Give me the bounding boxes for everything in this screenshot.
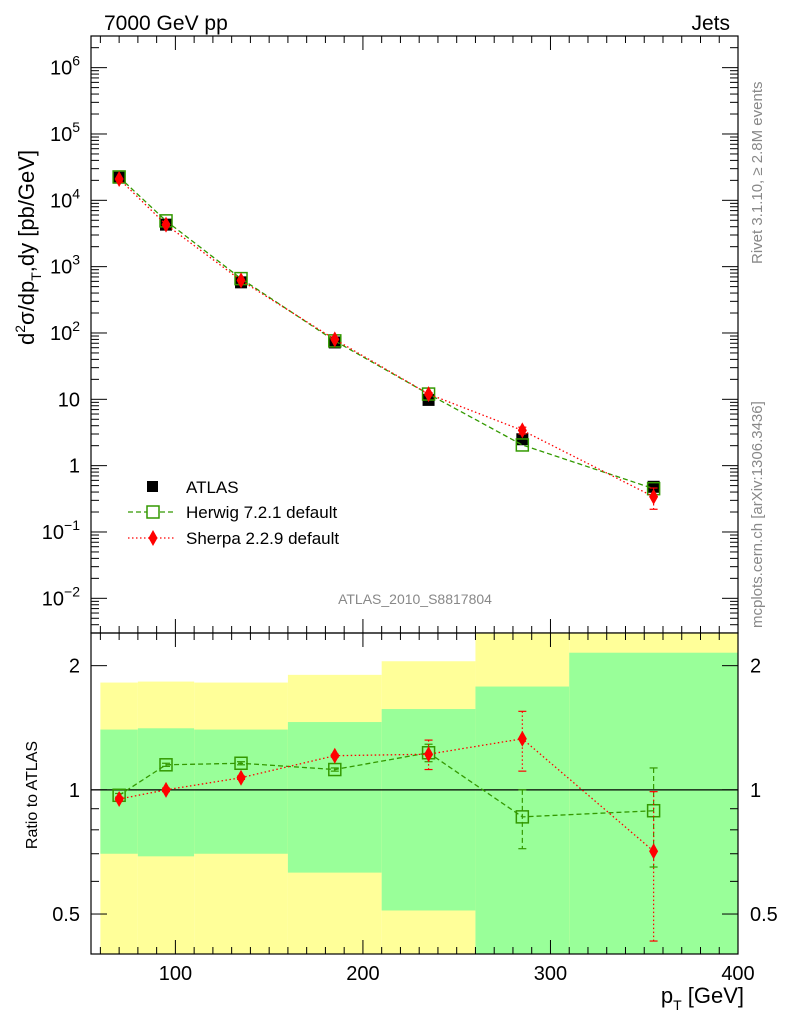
data-point-sherpa (424, 746, 434, 763)
ratio-x-tick-labels: 100 200 300 400 (159, 963, 755, 985)
data-point-sherpa (424, 386, 434, 403)
data-point-sherpa (330, 747, 340, 764)
data-point-sherpa (161, 216, 171, 233)
main-y-tick-label: 105 (50, 119, 80, 146)
data-point-sherpa (236, 769, 246, 786)
data-point-sherpa (114, 170, 124, 187)
ratio-y-axis-title: Ratio to ATLAS (24, 741, 41, 849)
data-point-sherpa (236, 272, 246, 289)
legend: ATLAS Herwig 7.2.1 default Sherpa 2.2.9 … (128, 478, 339, 548)
legend-atlas-marker (147, 481, 158, 492)
ratio-y-tick-label: 2 (69, 656, 80, 678)
mcplots-label: mcplots.cern.ch [arXiv:1306.3436] (749, 401, 766, 628)
main-y-tick-label: 103 (50, 252, 80, 279)
ratio-uncertainty-bands (100, 633, 738, 954)
legend-sherpa-label: Sherpa 2.2.9 default (186, 529, 339, 548)
ratio-y-tick-label: 0.5 (52, 904, 80, 926)
legend-atlas-label: ATLAS (186, 478, 239, 497)
legend-entry-sherpa: Sherpa 2.2.9 default (128, 529, 339, 548)
observable-label: Jets (691, 12, 730, 35)
x-axis-title: pT [GeV] (661, 983, 744, 1013)
data-point-atlas (647, 480, 660, 493)
data-point-sherpa (161, 781, 171, 798)
data-point-sherpa (517, 422, 527, 439)
ratio-plot-marks (112, 710, 661, 942)
main-y-axis-title: d2σ/dpT,dy [pb/GeV] (12, 150, 44, 345)
x-tick-label: 200 (346, 963, 379, 985)
x-tick-label: 400 (721, 963, 754, 985)
inner-uncertainty-band (475, 686, 570, 954)
main-y-tick-label: 102 (50, 318, 80, 345)
ratio-y-tick-label-right: 2 (750, 656, 761, 678)
main-y-tick-label: 10−1 (42, 517, 80, 544)
main-y-tick-label: 104 (50, 185, 80, 212)
data-point-herwig (234, 756, 248, 771)
x-tick-label: 100 (159, 963, 192, 985)
data-point-sherpa (330, 331, 340, 348)
data-point-sherpa (649, 843, 659, 860)
legend-entry-herwig: Herwig 7.2.1 default (128, 503, 337, 522)
data-point-sherpa (649, 488, 659, 505)
main-y-tick-label: 10 (58, 389, 80, 411)
data-point-herwig (159, 758, 173, 772)
inner-uncertainty-band (381, 709, 476, 911)
data-point-sherpa (517, 730, 527, 747)
main-y-tick-label: 106 (50, 53, 80, 80)
legend-sherpa-marker (148, 530, 158, 546)
ratio-y-tick-label: 1 (69, 780, 80, 802)
ratio-y-tick-label-right: 0.5 (750, 904, 778, 926)
main-y-tick-label: 10−2 (42, 583, 80, 610)
data-point-sherpa (114, 791, 124, 808)
data-point-herwig (515, 810, 530, 824)
ratio-y-tick-labels: 2 2 1 1 0.5 0.5 (52, 656, 778, 926)
data-point-herwig (515, 438, 530, 452)
main-plot-marks (112, 170, 661, 510)
ratio-plot-panel: 2 2 1 1 0.5 0.5 100 200 300 400 Ratio to ATLAS p… (24, 632, 778, 1013)
legend-herwig-label: Herwig 7.2.1 default (186, 503, 337, 522)
herwig-line (118, 176, 654, 490)
ratio-plot-frame (90, 632, 739, 955)
inner-uncertainty-band (194, 729, 288, 854)
legend-herwig-marker (146, 505, 160, 519)
main-y-tick-label: 1 (69, 456, 80, 478)
sherpa-line (118, 178, 654, 498)
legend-entry-atlas: ATLAS (147, 478, 239, 497)
analysis-id-label: ATLAS_2010_S8817804 (338, 591, 492, 607)
ratio-axis-ticks (91, 633, 739, 954)
inner-uncertainty-band (287, 722, 382, 873)
main-axis-ticks (91, 35, 739, 634)
x-tick-label: 300 (534, 963, 567, 985)
ratio-y-tick-label-right: 1 (750, 780, 761, 802)
beam-energy-label: 7000 GeV pp (104, 12, 228, 35)
rivet-version-label: Rivet 3.1.10, ≥ 2.8M events (749, 82, 766, 265)
